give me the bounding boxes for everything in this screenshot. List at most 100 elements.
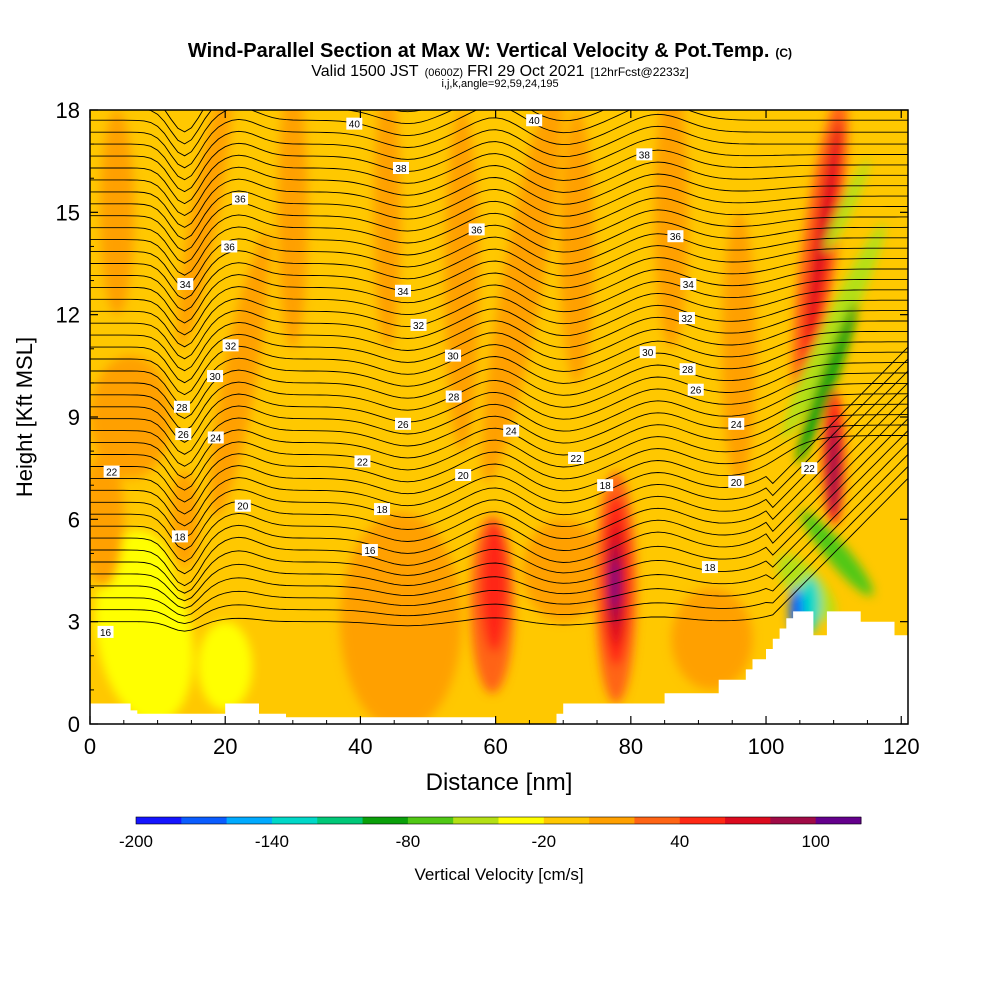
isentrope-line: [90, 418, 908, 594]
isentrope-line: [90, 278, 908, 336]
y-tick-label: 15: [56, 200, 80, 225]
theta-label-text: 16: [364, 546, 376, 557]
isentrope-line: [90, 362, 908, 431]
theta-label-text: 26: [397, 420, 409, 431]
colorbar-tick-label: 40: [670, 832, 689, 851]
colorbar-tick-label: -200: [119, 832, 153, 851]
isentrope-line: [90, 442, 908, 609]
theta-label-text: 20: [237, 502, 249, 513]
isentrope-line: [90, 414, 908, 491]
theta-label-text: 28: [448, 393, 460, 404]
theta-label-text: 34: [180, 280, 192, 291]
theta-label: 16: [97, 625, 114, 639]
isentrope-line: [90, 346, 908, 527]
colorbar-tick-label: -20: [532, 832, 557, 851]
isentrope-line: [90, 370, 908, 551]
velocity-patch: [340, 512, 462, 724]
colorbar-swatch: [770, 817, 817, 824]
x-axis-label: Distance [nm]: [426, 769, 573, 796]
velocity-field: [90, 110, 886, 724]
colorbar-swatch: [679, 817, 726, 824]
isentrope-line: [90, 341, 908, 408]
plot-area: 40 40 38 38 36 36 36 36 34 34 34 32 32 32 30 30 30 28 28 28…: [90, 110, 908, 724]
theta-label: 22: [354, 455, 371, 468]
isentrope-line: [90, 382, 908, 455]
isentrope-line: [90, 289, 908, 348]
velocity-patch: [480, 522, 508, 653]
isentrope-line: [90, 173, 908, 228]
velocity-patch: [198, 621, 253, 711]
isentrope-line: [90, 454, 908, 617]
theta-label-text: 32: [413, 321, 425, 332]
colorbar-swatch: [543, 817, 590, 824]
theta-label-text: 20: [731, 478, 743, 489]
velocity-patch: [90, 355, 172, 479]
theta-label-text: 22: [571, 454, 583, 465]
theta-label-text: 24: [210, 433, 222, 444]
isentrope-line: [90, 358, 908, 539]
theta-label: 38: [392, 161, 409, 175]
colorbar-swatch: [498, 817, 545, 824]
colorbar-swatch: [407, 817, 454, 824]
isentrope-line: [90, 310, 908, 372]
colorbar-swatch: [589, 817, 635, 824]
velocity-patch: [522, 519, 604, 622]
colorbar-tick-label: 100: [802, 832, 830, 851]
theta-label: 26: [175, 428, 192, 441]
theta-label-text: 18: [174, 532, 186, 543]
theta-label: 18: [374, 503, 391, 516]
y-tick-label: 9: [68, 405, 80, 430]
velocity-patch: [824, 159, 870, 252]
theta-label-text: 22: [106, 468, 118, 479]
theta-label: 16: [361, 544, 378, 557]
x-tick-label: 60: [483, 734, 507, 759]
x-tick-label: 40: [348, 734, 372, 759]
isentrope-line: [90, 434, 908, 515]
theta-label: 22: [103, 465, 120, 479]
velocity-patch: [781, 223, 886, 441]
theta-label-text: 40: [349, 120, 361, 131]
theta-label-text: 36: [235, 195, 247, 206]
theta-label-text: 18: [376, 505, 388, 516]
theta-label: 32: [678, 312, 695, 325]
theta-label: 18: [597, 479, 614, 492]
theta-label: 18: [171, 530, 188, 543]
theta-label-text: 30: [210, 372, 222, 383]
y-tick-label: 3: [68, 610, 80, 635]
theta-label: 40: [346, 117, 363, 131]
velocity-patch: [234, 230, 271, 399]
theta-label: 36: [221, 240, 238, 253]
theta-label-text: 24: [506, 427, 518, 438]
theta-label-text: 28: [176, 403, 188, 414]
theta-label: 24: [503, 424, 520, 438]
theta-label: 28: [173, 400, 190, 414]
isentrope-line: [90, 406, 908, 587]
theta-label: 26: [687, 383, 704, 397]
y-tick-label: 18: [56, 98, 80, 123]
theta-label: 30: [445, 349, 462, 363]
theta-label-text: 30: [642, 348, 654, 359]
chart-title: Wind-Parallel Section at Max W: Vertical…: [188, 40, 792, 62]
x-tick-label: 80: [619, 734, 643, 759]
theta-label: 34: [680, 277, 697, 291]
theta-label-text: 40: [529, 116, 541, 127]
theta-label-text: 32: [225, 341, 237, 352]
x-tick-label: 20: [213, 734, 237, 759]
isentrope-line: [90, 161, 908, 217]
theta-label-text: 26: [690, 386, 702, 397]
chart-subtitle: Valid 1500 JST (0600Z) FRI 29 Oct 2021 [12h…: [311, 63, 688, 80]
theta-label-text: 26: [178, 430, 190, 441]
isentrope-line: [90, 372, 908, 443]
colorbar-frame: [135, 816, 862, 825]
theta-label: 28: [679, 363, 696, 376]
theta-label: 36: [468, 223, 485, 236]
y-axis-label: Height [Kft MSL]: [12, 337, 37, 497]
theta-label: 36: [232, 192, 249, 206]
theta-label-text: 16: [100, 628, 112, 639]
colorbar-tick-label: -80: [396, 832, 421, 851]
y-tick-label: 0: [68, 712, 80, 737]
theta-label-text: 18: [704, 563, 716, 574]
x-tick-label: 120: [883, 734, 920, 759]
isentrope-line: [90, 137, 908, 193]
colorbar-swatch: [725, 817, 771, 824]
